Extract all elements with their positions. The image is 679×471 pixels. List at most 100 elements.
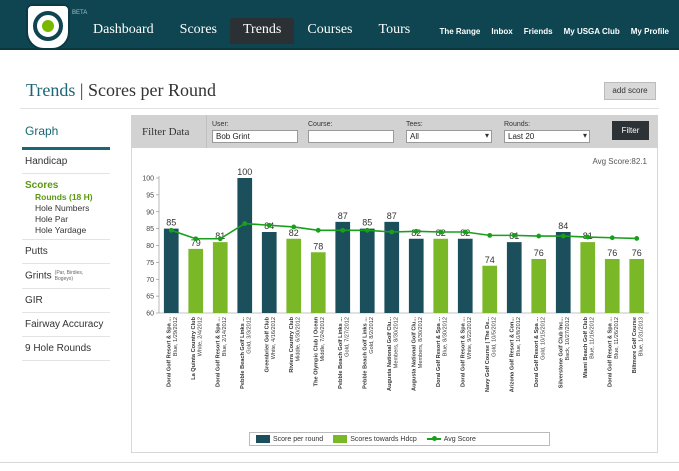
score-bar — [310, 252, 326, 313]
sidebar-item-putts[interactable]: Putts — [22, 240, 110, 264]
bar-value-label: 82 — [289, 228, 299, 238]
avg-score-point — [438, 229, 444, 235]
nav-inbox[interactable]: Inbox — [491, 27, 513, 36]
avg-score-point — [609, 235, 615, 241]
score-bar — [359, 228, 375, 313]
nav-trends[interactable]: Trends — [229, 18, 295, 44]
sidebar-group-scores: Scores Rounds (18 H) Hole Numbers Hole P… — [22, 174, 110, 240]
legend-label-avg: Avg Score — [443, 435, 476, 443]
x-tick-label: Augusta National Golf Clu...Members, 8/3… — [387, 317, 400, 391]
chart-panel: 60 65 70 75 80 85 90 95 100 85 79 81 100 84 82 78 87 85 87… — [131, 148, 658, 453]
score-bar — [212, 242, 228, 313]
tees-select[interactable]: All — [406, 130, 492, 143]
grints-note: (Par, Birdies, Bogeys) — [54, 270, 84, 282]
y-tick-label: 85 — [146, 226, 154, 233]
rounds-label: Rounds: — [504, 121, 531, 128]
filter-bar: Filter Data User: Bob Grint Course: Tees… — [131, 115, 658, 148]
nav-scores[interactable]: Scores — [179, 22, 217, 37]
nav-courses[interactable]: Courses — [307, 22, 353, 37]
y-tick-label: 60 — [146, 311, 154, 318]
score-bar — [555, 232, 571, 313]
nav-dashboard[interactable]: Dashboard — [93, 22, 154, 37]
score-bar — [408, 238, 424, 313]
score-bar — [433, 238, 449, 313]
avg-score-point — [193, 236, 199, 242]
sidebar-heading-graph: Graph — [22, 119, 110, 150]
usga-logo[interactable]: BETA — [26, 4, 87, 50]
bar-value-label: 85 — [362, 218, 372, 228]
avg-score-label: Avg Score:82.1 — [592, 157, 647, 166]
bar-value-label: 76 — [607, 248, 617, 258]
legend-label-hdcp: Scores towards Hdcp — [350, 435, 417, 443]
secondary-nav: The Range Inbox Friends My USGA Club My … — [439, 27, 669, 36]
avg-score-point — [291, 224, 297, 230]
sidebar-item-scores[interactable]: Scores — [25, 180, 59, 191]
sidebar-item-grints-label: Grints — [25, 270, 52, 282]
x-tick-label: Doral Golf Resort & Spa ...Gold, 10/15/2… — [534, 317, 547, 387]
sidebar-item-hole-yardage[interactable]: Hole Yardage — [35, 225, 87, 235]
score-bar — [580, 242, 596, 313]
tees-label: Tees: — [406, 121, 423, 128]
x-tick-label: Pebble Beach Golf Links ...Gold, 8/2/201… — [362, 317, 375, 389]
title-divider — [20, 108, 659, 109]
bar-value-label: 76 — [534, 248, 544, 258]
bar-value-label: 87 — [387, 211, 397, 221]
avg-score-line — [170, 222, 637, 240]
legend-swatch-hdcp — [333, 435, 348, 443]
avg-score-point — [315, 227, 321, 233]
sidebar-item-9-hole-rounds[interactable]: 9 Hole Rounds — [22, 337, 110, 361]
avg-score-point — [511, 232, 517, 238]
x-tick-label: Riviera Country ClubMiddle, 6/30/2012 — [289, 316, 302, 372]
avg-score-point — [217, 236, 223, 242]
logo-ring-icon — [33, 11, 63, 41]
avg-score-point — [585, 234, 591, 240]
avg-score-point — [364, 227, 370, 233]
rounds-select[interactable]: Last 20 — [504, 130, 590, 143]
x-tick-label: Doral Golf Resort & Spa ...Blue, 11/26/2… — [607, 317, 620, 387]
chart-legend: Score per round Scores towards Hdcp Avg … — [249, 432, 550, 446]
top-navigation: BETA Dashboard Scores Trends Courses Tou… — [0, 0, 679, 50]
sidebar-item-grints[interactable]: Grints (Par, Birdies, Bogeys) — [22, 264, 110, 289]
bar-value-label: 78 — [313, 241, 323, 251]
golf-ball-icon — [42, 20, 54, 32]
nav-the-range[interactable]: The Range — [439, 27, 481, 36]
beta-badge: BETA — [72, 10, 88, 16]
avg-score-point — [242, 221, 248, 226]
add-score-button[interactable]: add score — [604, 82, 656, 100]
avg-score-point — [634, 236, 640, 241]
scores-per-round-chart: 60 65 70 75 80 85 90 95 100 85 79 81 100 84 82 78 87 85 87… — [142, 167, 649, 392]
x-tick-label: Pebble Beach Golf Links ...Gold, 3/3/201… — [240, 317, 253, 389]
bar-value-label: 100 — [237, 167, 252, 177]
legend-scores-towards-hdcp[interactable]: Scores towards Hdcp — [333, 435, 417, 443]
legend-avg-score[interactable]: Avg Score — [426, 435, 476, 443]
filter-button[interactable]: Filter — [612, 121, 649, 140]
avg-score-point — [168, 227, 174, 233]
avg-score-point — [266, 222, 272, 228]
x-tick-label: Doral Golf Resort & Spa ...Blue, 8/30/20… — [436, 317, 449, 387]
sidebar-item-gir[interactable]: GIR — [22, 289, 110, 313]
sidebar-item-hole-numbers[interactable]: Hole Numbers — [35, 203, 90, 213]
user-input[interactable]: Bob Grint — [212, 130, 298, 143]
page-title-subsection: Scores per Round — [87, 80, 216, 100]
sidebar-item-rounds-18h[interactable]: Rounds (18 H) — [35, 192, 93, 202]
x-tick-label: Silverstone Golf Club Inc...Back, 10/27/… — [558, 317, 571, 389]
avg-score-point — [560, 233, 566, 239]
y-tick-label: 65 — [146, 294, 154, 301]
score-bar — [506, 242, 522, 313]
course-input[interactable] — [308, 130, 394, 143]
legend-score-per-round[interactable]: Score per round — [256, 435, 323, 443]
bar-value-label: 81 — [215, 231, 225, 241]
nav-my-usga-club[interactable]: My USGA Club — [563, 27, 620, 36]
nav-friends[interactable]: Friends — [523, 27, 553, 36]
bar-value-label: 79 — [191, 238, 201, 248]
sidebar-item-hole-par[interactable]: Hole Par — [35, 214, 69, 224]
score-bar — [261, 232, 277, 313]
legend-swatch-per-round — [256, 435, 270, 443]
bar-value-label: 84 — [558, 221, 568, 231]
sidebar-item-handicap[interactable]: Handicap — [22, 150, 110, 174]
sidebar-item-fairway-accuracy[interactable]: Fairway Accuracy — [22, 313, 110, 337]
nav-tours[interactable]: Tours — [378, 22, 411, 37]
nav-my-profile[interactable]: My Profile — [630, 27, 669, 36]
x-tick-label: Pebble Beach Golf Links ...Gold, 7/27/20… — [338, 317, 351, 389]
bar-value-label: 74 — [485, 255, 495, 265]
